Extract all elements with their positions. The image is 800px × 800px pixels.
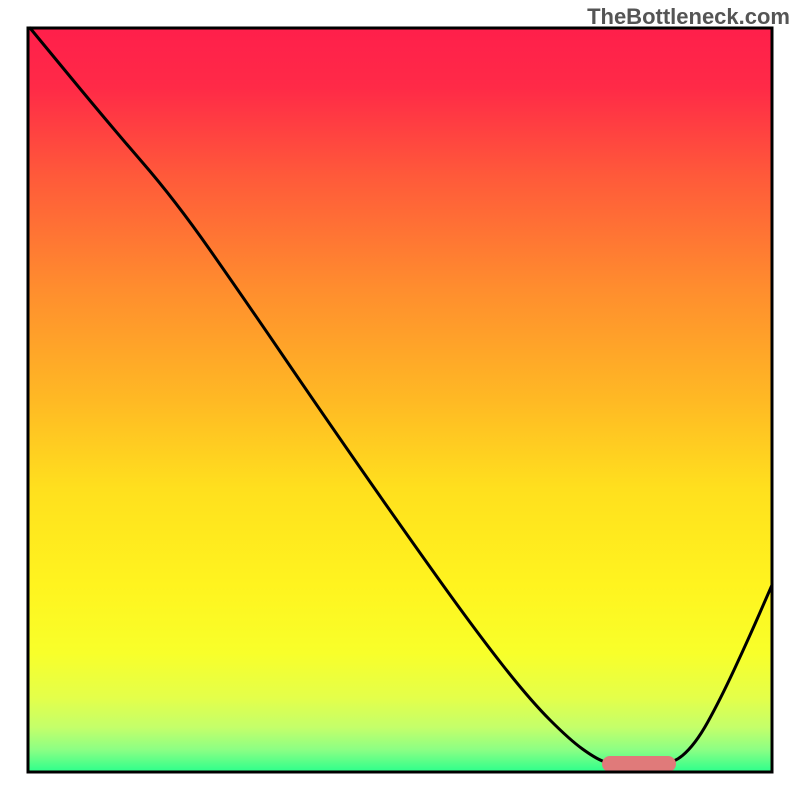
watermark-text: TheBottleneck.com xyxy=(587,4,790,30)
figure-container: TheBottleneck.com xyxy=(0,0,800,800)
gradient-background xyxy=(28,28,772,772)
bottleneck-chart xyxy=(0,0,800,800)
